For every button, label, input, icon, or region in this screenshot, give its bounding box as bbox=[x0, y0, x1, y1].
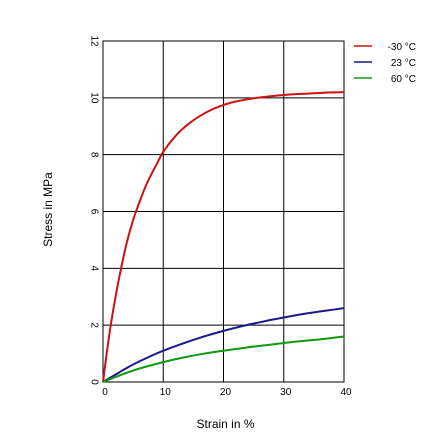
plot-frame bbox=[102, 40, 345, 383]
series-line-2 bbox=[102, 335, 345, 383]
y-tick-label: 0 bbox=[89, 379, 100, 385]
y-tick-label: 8 bbox=[89, 152, 100, 158]
tick-labels: 0 10 20 30 40 0 2 4 6 8 10 12 bbox=[89, 35, 352, 398]
legend: -30 °C 23 °C 60 °C bbox=[354, 42, 416, 85]
y-tick-label: 4 bbox=[89, 266, 100, 272]
legend-label: 60 °C bbox=[391, 74, 416, 85]
x-tick-label: 20 bbox=[220, 387, 232, 398]
y-tick-label: 2 bbox=[89, 322, 100, 328]
legend-label: 23 °C bbox=[391, 58, 416, 69]
y-tick-label: 6 bbox=[89, 209, 100, 215]
y-tick-label: 10 bbox=[89, 92, 100, 104]
x-tick-label: 0 bbox=[102, 387, 108, 398]
x-tick-label: 30 bbox=[280, 387, 292, 398]
x-tick-label: 10 bbox=[160, 387, 172, 398]
series-line-1 bbox=[102, 307, 345, 383]
x-tick-label: 40 bbox=[340, 387, 352, 398]
x-axis-title: Strain in % bbox=[196, 417, 254, 431]
grid bbox=[103, 41, 344, 382]
series-layer bbox=[102, 91, 345, 383]
series-line-0 bbox=[102, 91, 345, 383]
y-tick-label: 12 bbox=[89, 35, 100, 47]
y-axis-title: Stress in MPa bbox=[41, 172, 55, 247]
legend-label: -30 °C bbox=[388, 42, 416, 53]
